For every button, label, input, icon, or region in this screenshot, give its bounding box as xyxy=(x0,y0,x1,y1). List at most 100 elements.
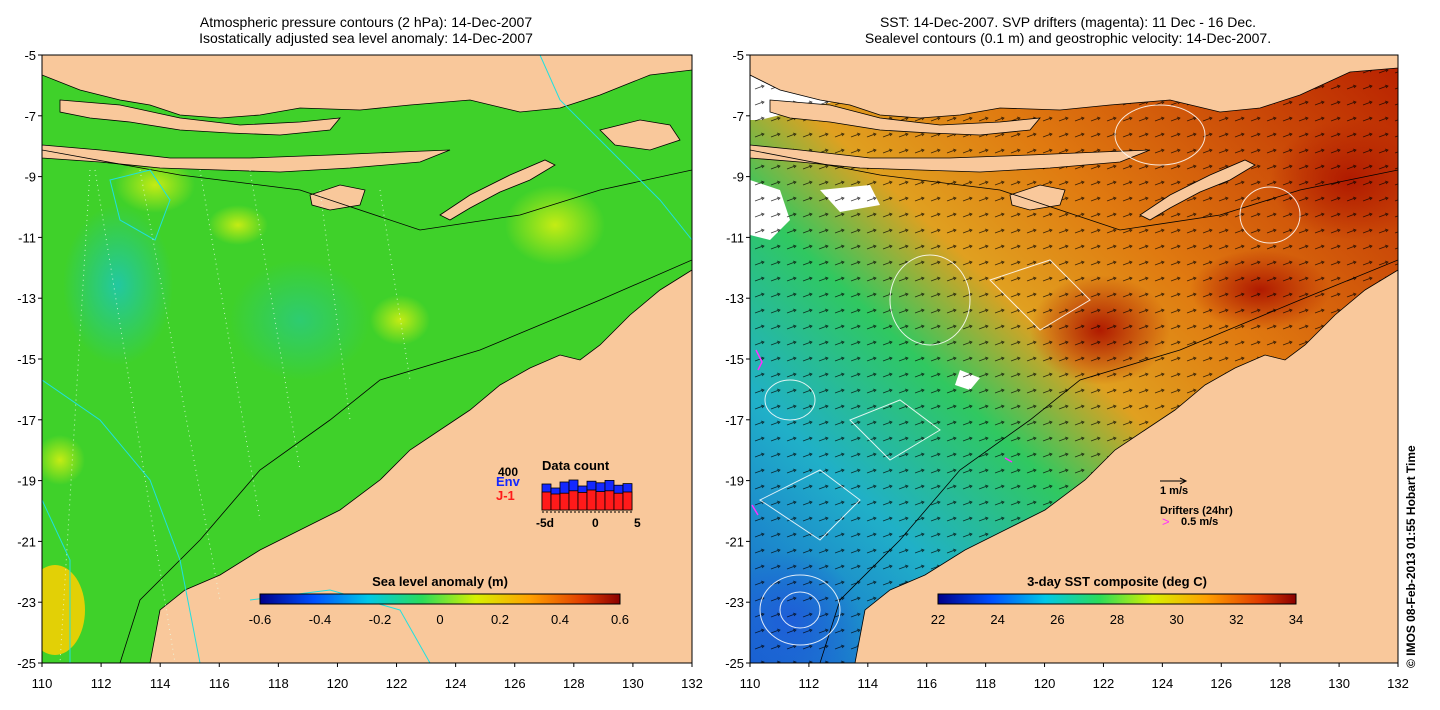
right-velocity-legend: 1 m/s Drifters (24hr) > 0.5 m/s xyxy=(1160,477,1233,529)
lon-tick-left-0: 110 xyxy=(32,676,53,691)
right-colorbar-tick-5: 32 xyxy=(1229,612,1243,627)
data-count-x-tick-0: -5d xyxy=(536,516,554,530)
lon-tick-left-9: 128 xyxy=(563,676,585,691)
data-count-j1-bar xyxy=(604,490,615,511)
left-pressure-contour-4 xyxy=(539,55,692,241)
sla-low-teal-2 xyxy=(230,260,370,380)
data-count-scale: 400 xyxy=(498,465,518,479)
data-count-env-label: Env xyxy=(496,474,521,489)
lon-tick-left-4: 118 xyxy=(268,676,289,691)
left-colorbar-tick-3: 0 xyxy=(436,612,443,627)
left-colorbar-tick-5: 0.4 xyxy=(551,612,569,627)
left-colorbar-tick-0: -0.6 xyxy=(249,612,271,627)
left-map xyxy=(42,55,692,663)
lon-tick-left-5: 120 xyxy=(327,676,349,691)
lat-tick-right-5: -15 xyxy=(725,352,744,367)
right-drifter-tracks xyxy=(751,349,1013,516)
right-land-australia xyxy=(854,269,1398,663)
velocity-scale-arrowhead xyxy=(1179,477,1188,485)
right-colorbar-tick-6: 34 xyxy=(1289,612,1303,627)
right-land-timor xyxy=(1139,159,1256,221)
right-colorbar-tick-3: 28 xyxy=(1110,612,1124,627)
data-count-j1-bar xyxy=(595,491,606,511)
lat-tick-right-1: -7 xyxy=(732,109,744,124)
lon-tick-left-1: 112 xyxy=(91,676,112,691)
right-land-sumbawa xyxy=(769,99,1041,136)
lat-tick-left-6: -17 xyxy=(17,413,36,428)
lon-tick-right-6: 122 xyxy=(1093,676,1115,691)
sla-high-yellow-1 xyxy=(505,185,605,265)
data-count-j1-bar xyxy=(541,491,552,511)
left-altimeter-tracks xyxy=(59,169,411,663)
data-count-j1-bar xyxy=(586,489,597,511)
data-count-j1-label: J-1 xyxy=(496,488,515,503)
lon-tick-right-11: 132 xyxy=(1387,676,1409,691)
data-count-j1-bar xyxy=(568,490,579,511)
left-pressure-contour-5 xyxy=(109,169,171,241)
left-pressure-contour-1 xyxy=(42,379,201,663)
left-colorbar-tick-4: 0.2 xyxy=(491,612,509,627)
lon-tick-right-1: 112 xyxy=(799,676,820,691)
left-colorbar-label: Sea level anomaly (m) xyxy=(372,574,508,589)
lon-tick-right-8: 126 xyxy=(1210,676,1232,691)
lon-tick-right-9: 128 xyxy=(1269,676,1291,691)
left-land-australia xyxy=(149,269,692,663)
right-colorbar-tick-4: 30 xyxy=(1169,612,1183,627)
right-colorbar-bar xyxy=(937,593,1297,605)
left-land-islands xyxy=(599,119,681,151)
left-land-sumba xyxy=(309,184,366,211)
data-count-j1-bar xyxy=(577,491,588,511)
lat-tick-left-4: -13 xyxy=(17,291,36,306)
lon-tick-right-10: 130 xyxy=(1328,676,1350,691)
right-colorbar-tick-1: 24 xyxy=(990,612,1004,627)
sla-high-yellow-3 xyxy=(42,435,85,485)
lon-tick-right-0: 110 xyxy=(740,676,761,691)
lat-tick-left-7: -19 xyxy=(17,474,36,489)
left-colorbar-tick-6: 0.6 xyxy=(611,612,629,627)
left-pressure-contour-2 xyxy=(42,499,71,663)
sla-high-yellow-7 xyxy=(208,205,268,245)
data-count-j1-bar xyxy=(550,493,561,511)
axis-and-colorbar-labels: -5 -5 -7 -7 -9 -9 -11 -11 -13 -13 -15 -15 -17 -17 -19 -… xyxy=(17,48,1409,691)
left-isobath xyxy=(42,149,692,663)
drifters-label: Drifters (24hr) xyxy=(1160,505,1233,517)
sla-low-teal xyxy=(63,205,173,365)
lat-tick-right-10: -25 xyxy=(725,656,744,671)
lat-tick-right-7: -19 xyxy=(725,474,744,489)
lon-tick-left-11: 132 xyxy=(681,676,703,691)
right-colorbar-label: 3-day SST composite (deg C) xyxy=(1027,574,1207,589)
right-title-line2: Sealevel contours (0.1 m) and geostrophi… xyxy=(864,30,1272,46)
lat-tick-left-5: -15 xyxy=(17,352,36,367)
data-count-x-tick-2: 5 xyxy=(634,516,641,530)
lon-tick-left-3: 116 xyxy=(209,676,230,691)
drifter-symbol: > xyxy=(1162,514,1170,529)
lon-tick-right-7: 124 xyxy=(1152,676,1174,691)
lat-tick-left-10: -25 xyxy=(17,656,36,671)
lon-tick-right-2: 114 xyxy=(857,676,878,691)
lon-tick-right-5: 120 xyxy=(1034,676,1056,691)
lon-tick-left-2: 114 xyxy=(150,676,171,691)
right-colorbar-tick-0: 22 xyxy=(931,612,945,627)
velocity-scale-label: 1 m/s xyxy=(1160,485,1188,497)
right-land-nusa xyxy=(750,144,1151,173)
lat-tick-left-9: -23 xyxy=(17,595,36,610)
lon-tick-left-7: 124 xyxy=(445,676,467,691)
lon-tick-left-10: 130 xyxy=(622,676,644,691)
data-count-j1-bar xyxy=(613,492,624,511)
lon-tick-left-6: 122 xyxy=(386,676,408,691)
lat-tick-right-8: -21 xyxy=(725,534,744,549)
lat-tick-right-0: -5 xyxy=(732,48,744,63)
sla-high-yellow-6 xyxy=(370,295,430,345)
right-land-sumba xyxy=(1009,184,1066,211)
lat-tick-left-1: -7 xyxy=(24,109,36,124)
data-count-x-tick-1: 0 xyxy=(592,516,599,530)
lon-tick-right-4: 118 xyxy=(975,676,996,691)
left-land-sumbawa xyxy=(59,99,341,136)
left-colorbar-tick-1: -0.4 xyxy=(309,612,331,627)
right-title-line1: SST: 14-Dec-2007. SVP drifters (magenta)… xyxy=(879,14,1257,30)
data-count-title: Data count xyxy=(542,458,610,473)
imos-credit: © IMOS 08-Feb-2013 01:55 Hobart Time xyxy=(1404,445,1418,668)
left-colorbar xyxy=(259,593,621,605)
right-colorbar xyxy=(937,593,1297,605)
lat-tick-left-8: -21 xyxy=(17,534,36,549)
